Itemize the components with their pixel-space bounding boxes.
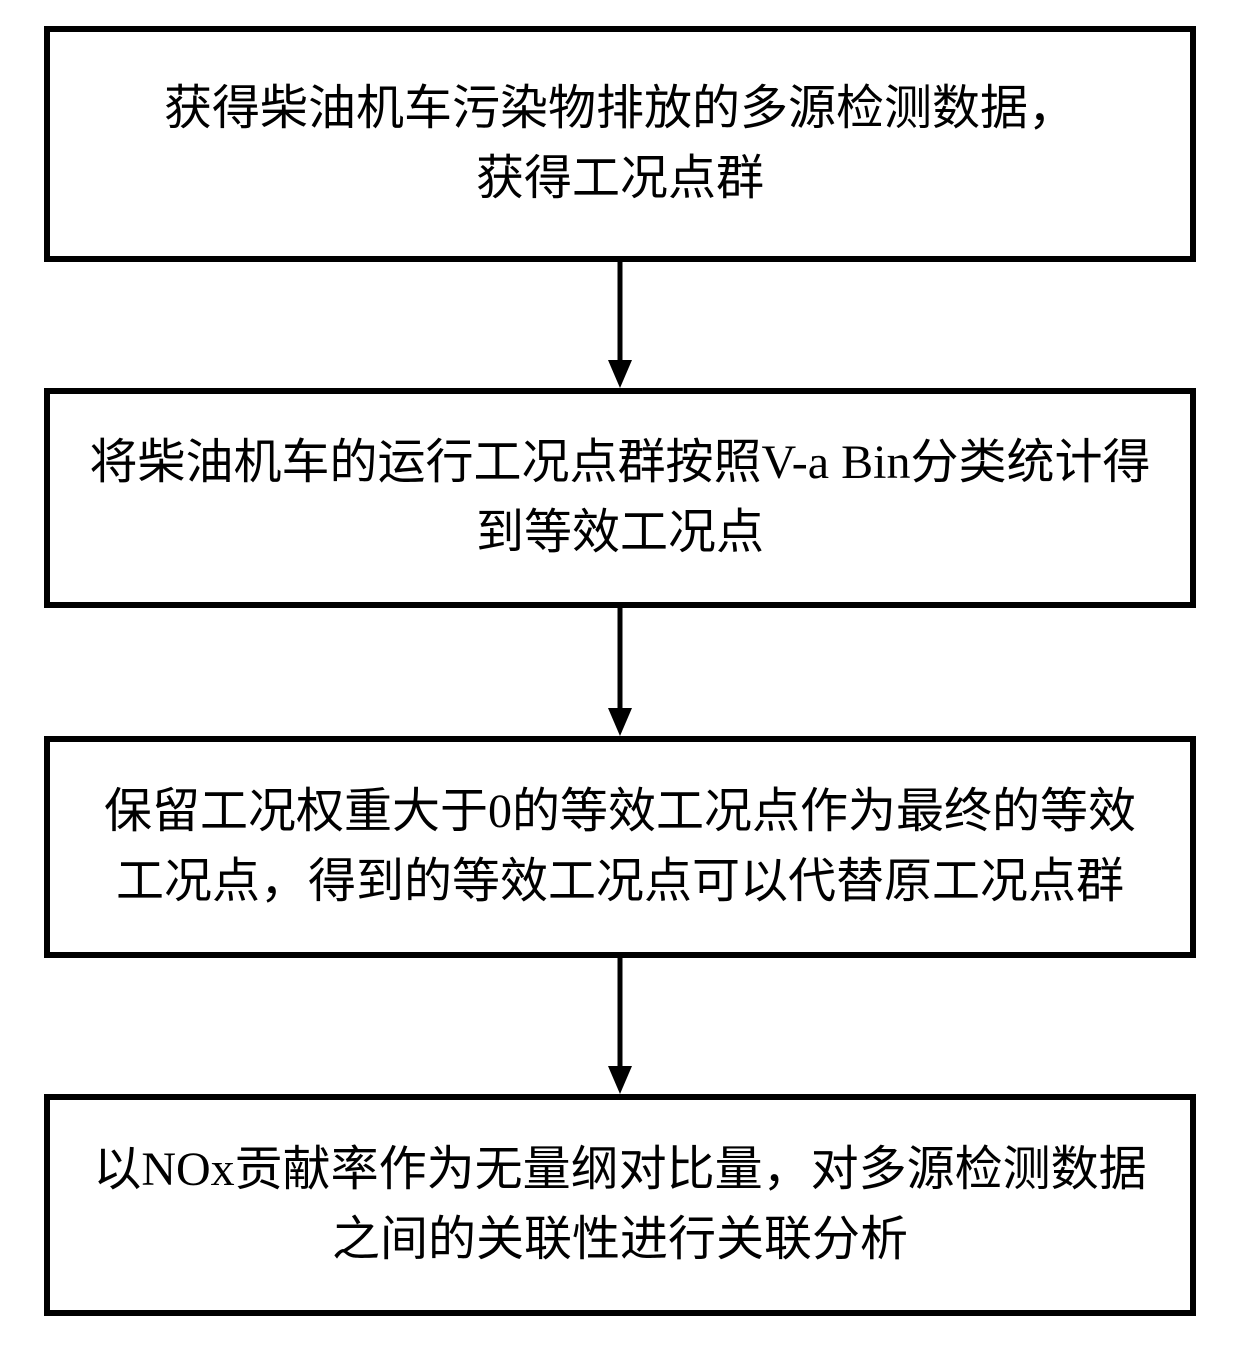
flow-node-4-text: 以NOx贡献率作为无量纲对比量，对多源检测数据 之间的关联性进行关联分析	[50, 1135, 1190, 1274]
flow-node-4: 以NOx贡献率作为无量纲对比量，对多源检测数据 之间的关联性进行关联分析	[44, 1094, 1196, 1316]
flow-arrow-3	[603, 958, 637, 1094]
flow-node-3: 保留工况权重大于0的等效工况点作为最终的等效 工况点，得到的等效工况点可以代替原…	[44, 736, 1196, 958]
flow-node-3-text: 保留工况权重大于0的等效工况点作为最终的等效 工况点，得到的等效工况点可以代替原…	[50, 777, 1190, 916]
flow-node-2-text: 将柴油机车的运行工况点群按照V-a Bin分类统计得 到等效工况点	[50, 428, 1190, 567]
flow-arrow-1-head	[608, 360, 632, 388]
flow-arrow-2-head	[608, 708, 632, 736]
flow-node-2: 将柴油机车的运行工况点群按照V-a Bin分类统计得 到等效工况点	[44, 388, 1196, 608]
flow-arrow-2	[603, 608, 637, 736]
flowchart-canvas: 获得柴油机车污染物排放的多源检测数据， 获得工况点群 将柴油机车的运行工况点群按…	[0, 0, 1240, 1350]
flow-node-1-text: 获得柴油机车污染物排放的多源检测数据， 获得工况点群	[50, 74, 1190, 213]
flow-arrow-1	[603, 262, 637, 388]
flow-node-1: 获得柴油机车污染物排放的多源检测数据， 获得工况点群	[44, 26, 1196, 262]
flow-arrow-3-head	[608, 1066, 632, 1094]
